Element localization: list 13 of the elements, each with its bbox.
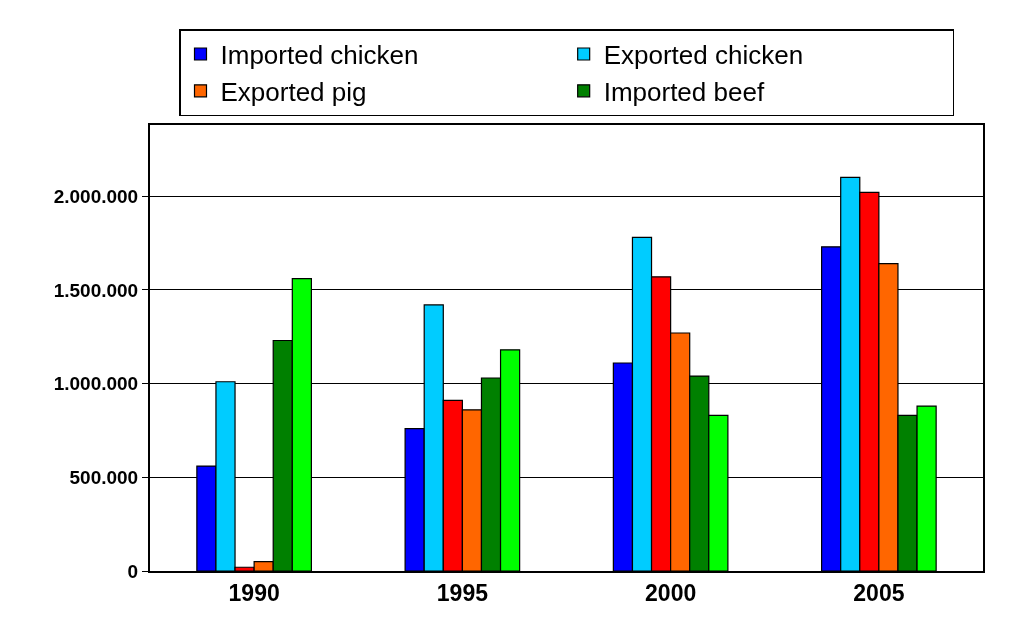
x-tick-label: 2005 [853,579,905,606]
y-tick-label: 1.500.000 [53,279,139,301]
legend-label: Exported pig [220,76,367,107]
y-tick-label: 1.000.000 [53,373,139,395]
y-tick-label: 2.000.000 [53,185,139,207]
legend-label: Exported chicken [603,40,804,71]
legend-label: Imported chicken [220,40,419,71]
x-tick-label: 1995 [436,579,489,606]
x-tick-label: 1990 [228,579,280,606]
y-tick-label: 500.000 [69,466,139,488]
y-tick-label: 0 [127,560,139,582]
legend-label: Imported beef [603,76,765,107]
x-tick-label: 2000 [645,579,697,606]
